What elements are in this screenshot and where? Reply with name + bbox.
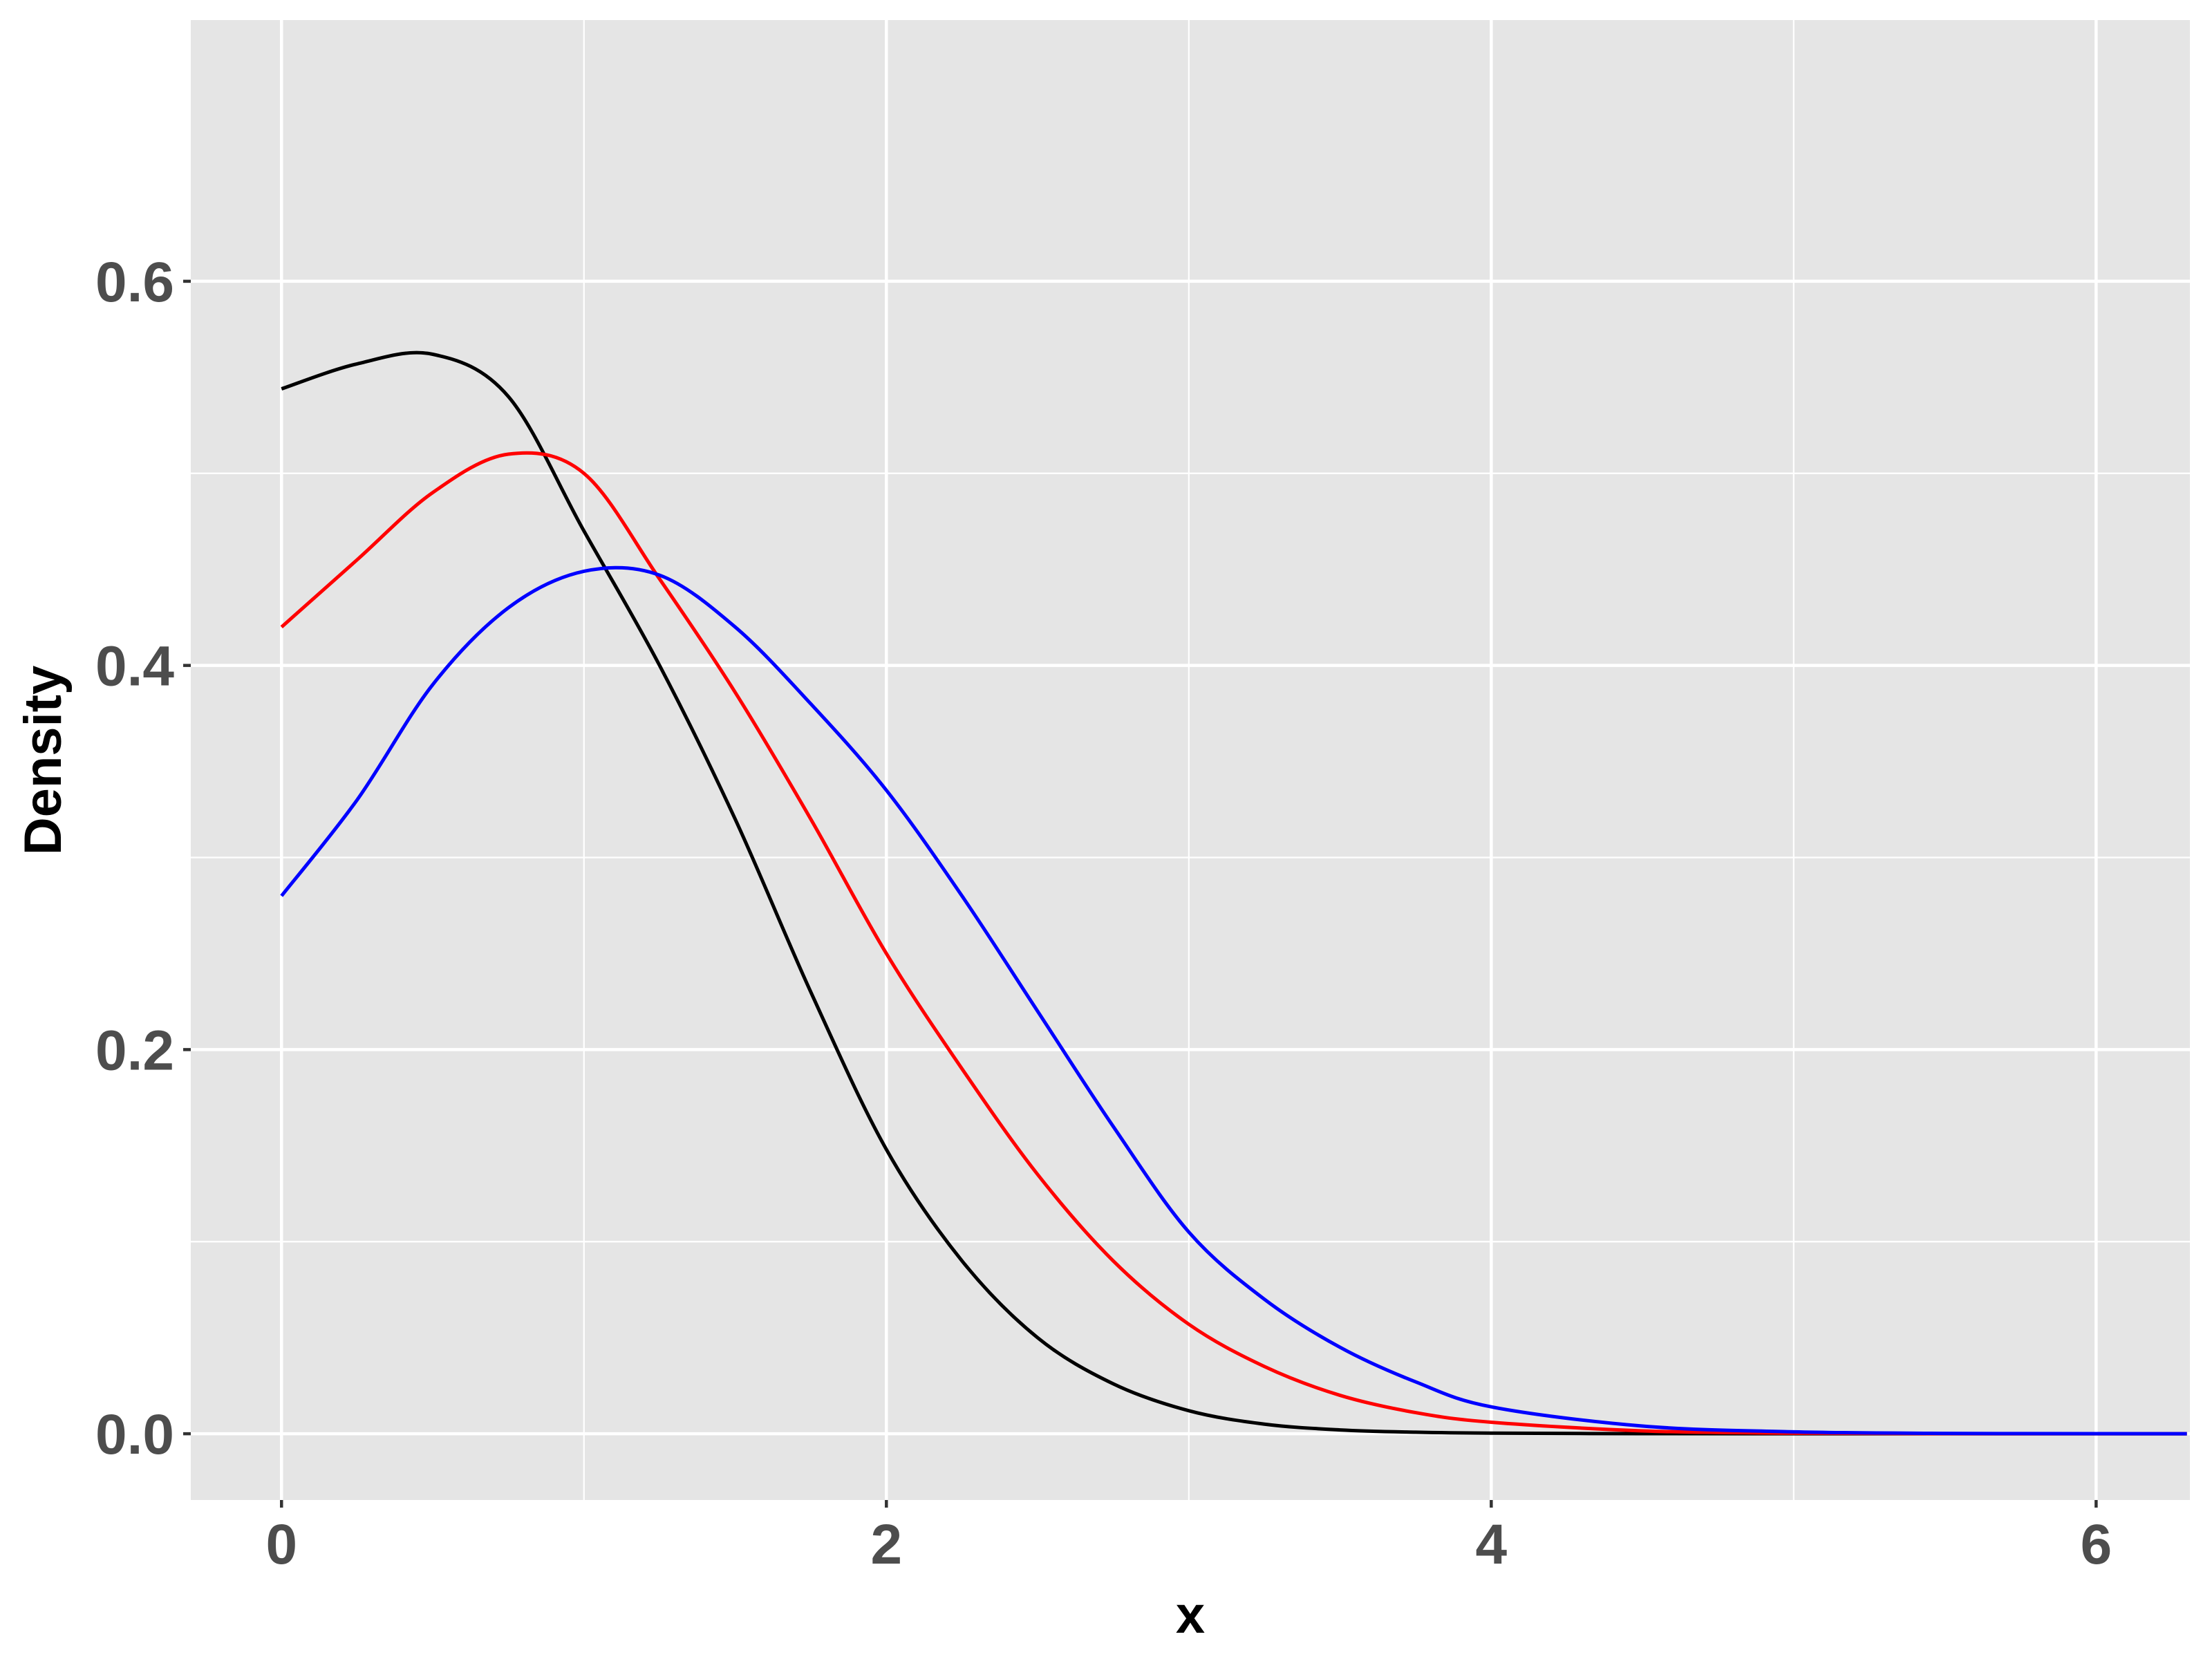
y-axis-title: Density: [14, 666, 73, 856]
y-tick-label: 0.6: [95, 251, 174, 314]
x-axis-title: x: [1176, 1586, 1205, 1644]
y-tick-label: 0.2: [95, 1019, 174, 1082]
x-tick-label: 4: [1476, 1513, 1508, 1576]
density-line: [280, 451, 2187, 1436]
x-tick-label: 2: [870, 1513, 902, 1576]
x-tick-label: 0: [265, 1513, 297, 1576]
y-tick-label: 0.4: [95, 635, 174, 698]
x-tick-label: 6: [2081, 1513, 2112, 1576]
density-line: [280, 565, 2187, 1436]
y-tick-label: 0.0: [95, 1403, 174, 1466]
plot-panel: [191, 20, 2190, 1500]
